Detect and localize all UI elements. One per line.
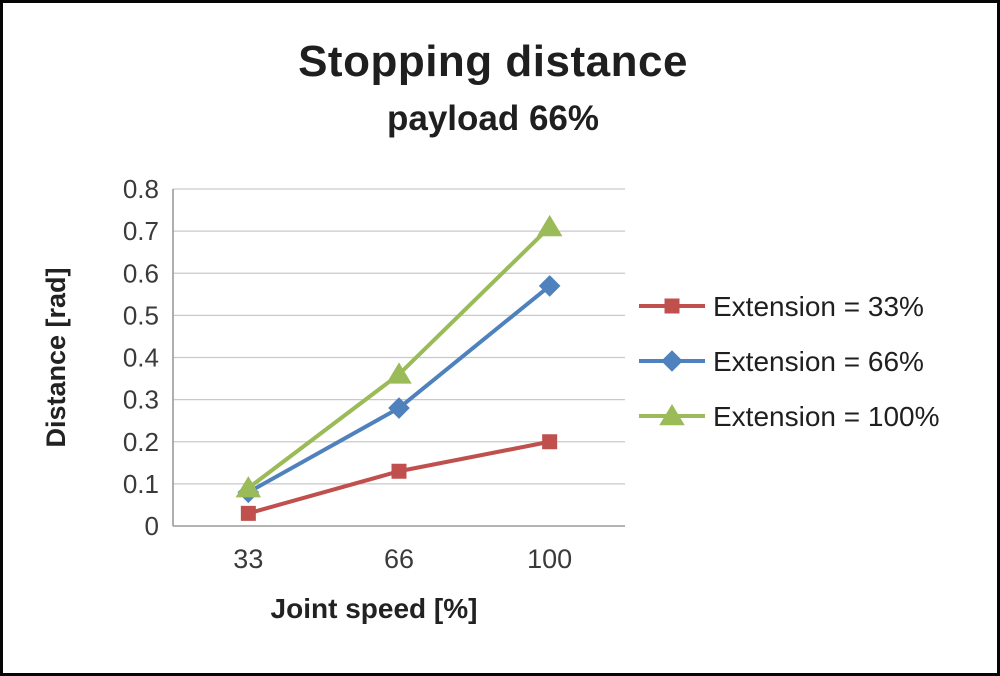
y-tick-label: 0.6 bbox=[123, 258, 159, 288]
x-tick-label: 100 bbox=[527, 544, 572, 574]
triangle-marker bbox=[659, 404, 685, 426]
y-tick-label: 0.4 bbox=[123, 343, 159, 373]
x-axis-title: Joint speed [%] bbox=[271, 593, 478, 624]
y-tick-label: 0.8 bbox=[123, 174, 159, 204]
triangle-marker bbox=[536, 214, 563, 237]
square-marker bbox=[542, 434, 558, 450]
y-tick-label: 0.7 bbox=[123, 216, 159, 246]
chart-title: Stopping distance bbox=[298, 37, 688, 86]
square-marker bbox=[664, 298, 680, 314]
plot-area: 0 0.1 0.2 0.3 0.4 0.5 0.6 0.7 0.8 33 66 100 Distance… bbox=[41, 174, 940, 624]
diamond-marker bbox=[661, 350, 683, 372]
legend-label: Extension = 33% bbox=[713, 291, 924, 322]
triangle-marker bbox=[235, 476, 262, 498]
triangle-marker bbox=[386, 362, 412, 384]
legend-label: Extension = 66% bbox=[713, 346, 924, 377]
square-marker bbox=[391, 463, 407, 479]
series-line bbox=[246, 283, 552, 495]
y-axis-title: Distance [rad] bbox=[41, 267, 71, 447]
y-tick-label: 0.5 bbox=[123, 300, 159, 330]
chart-subtitle: payload 66% bbox=[386, 99, 600, 138]
diamond-marker bbox=[388, 397, 410, 419]
y-tick-label: 0.3 bbox=[123, 385, 159, 415]
x-tick-label: 33 bbox=[233, 544, 263, 574]
y-tick-label: 0.2 bbox=[123, 427, 159, 457]
y-tick-label: 0 bbox=[145, 511, 159, 541]
legend-label: Extension = 100% bbox=[713, 401, 940, 432]
diamond-marker bbox=[538, 275, 561, 297]
y-tick-label: 0.1 bbox=[123, 469, 159, 499]
x-tick-label: 66 bbox=[384, 544, 414, 574]
square-marker bbox=[240, 505, 256, 521]
